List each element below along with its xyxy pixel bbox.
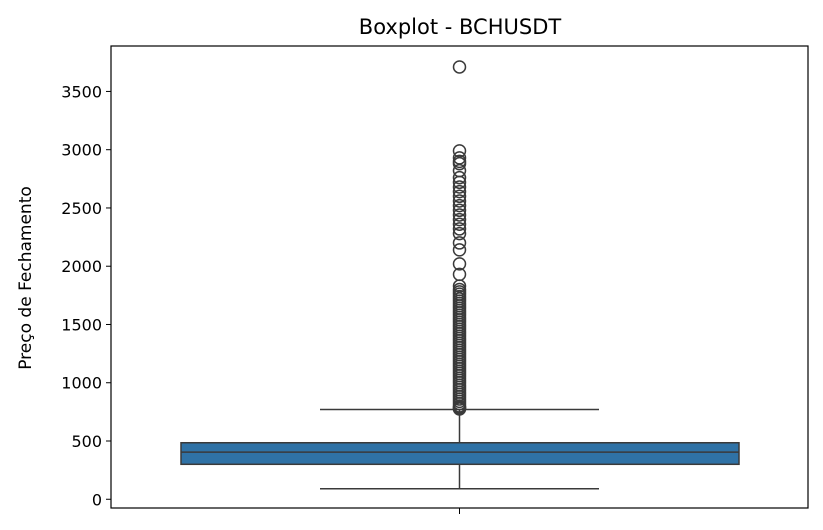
y-tick-label: 3500 [61, 82, 102, 101]
outlier-point [452, 243, 467, 257]
outlier-point [452, 203, 467, 218]
outlier-point [452, 226, 467, 241]
iqr-box [180, 441, 740, 466]
outlier-point [452, 212, 467, 227]
y-axis-label: Preço de Fechamento [16, 186, 36, 370]
outlier-point [452, 257, 467, 271]
outlier-point [452, 184, 467, 199]
outlier-point [452, 236, 467, 250]
outlier-point [452, 156, 467, 171]
outlier-point [452, 402, 467, 416]
outlier-point [452, 279, 467, 293]
outlier-point [452, 170, 467, 185]
outlier-point [452, 175, 467, 190]
outlier-point [452, 60, 467, 74]
y-tick-label: 1500 [61, 315, 102, 334]
outlier-point [452, 222, 467, 236]
outlier-point [452, 180, 467, 194]
outlier-point [452, 217, 467, 232]
y-tick-label: 500 [71, 432, 102, 451]
y-tick-label: 2000 [61, 257, 102, 276]
outlier-point [452, 208, 467, 222]
y-tick-label: 3000 [61, 141, 102, 160]
outlier-point [452, 198, 467, 213]
outlier-point [452, 163, 467, 178]
plot-frame [110, 45, 809, 509]
plot-area [180, 60, 740, 490]
outlier-point [452, 144, 467, 158]
chart-title: Boxplot - BCHUSDT [359, 15, 562, 39]
outlier-point [452, 151, 467, 165]
y-tick-label: 2500 [61, 199, 102, 218]
y-tick-label: 1000 [61, 374, 102, 393]
outlier-point [452, 194, 467, 208]
outlier-point [452, 189, 467, 204]
y-axis: 0 500 1000 1500 2000 2500 3000 3500 [61, 82, 111, 509]
y-tick-label: 0 [92, 490, 102, 509]
